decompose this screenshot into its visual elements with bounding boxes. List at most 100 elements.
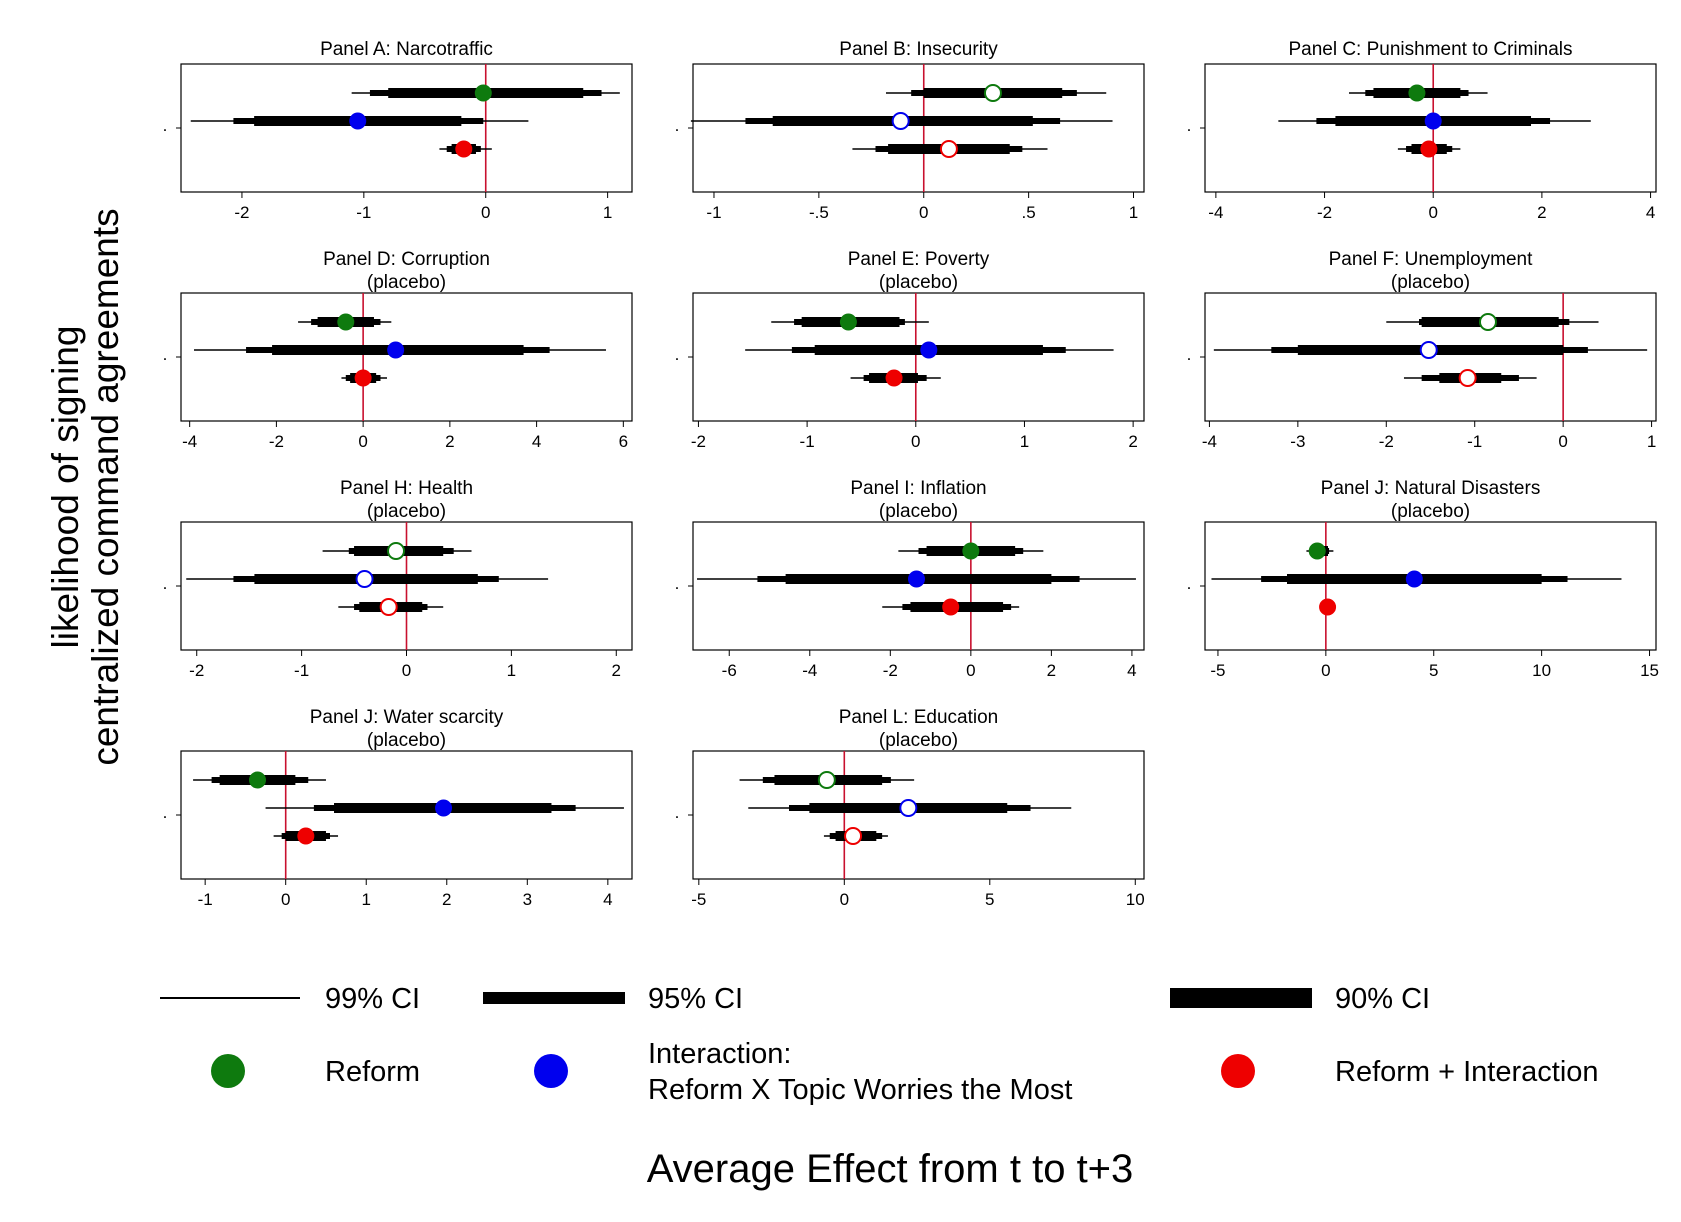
point-reform-plus [455, 140, 473, 158]
x-tick-label: 2 [612, 661, 621, 680]
panel-9: Panel J: Natural Disasters(placebo). -5 0 5… [1187, 478, 1659, 680]
panel-title: Panel J: Natural Disasters [1321, 478, 1541, 499]
y-axis-label-line2: centralized command agreements [85, 208, 126, 765]
point-reform-plus [942, 598, 960, 616]
x-tick-label: -1 [1467, 432, 1482, 451]
x-tick-label: 0 [1321, 661, 1330, 680]
panel-11: Panel L: Education(placebo). -5 0 5 10 [675, 707, 1145, 909]
legend-ci95-bar [483, 992, 625, 1004]
panel-title: Panel J: Water scarcity [310, 707, 504, 728]
point-interaction [891, 112, 910, 130]
panel-title: Panel C: Punishment to Criminals [1288, 39, 1572, 60]
x-tick-label: 10 [1532, 661, 1551, 680]
point-reform [1308, 542, 1326, 560]
x-tick-label: 10 [1126, 890, 1145, 909]
panel-title: Panel A: Narcotraffic [320, 39, 493, 60]
legend: 99% CI 95% CI 90% CI Reform Interaction:… [160, 983, 1599, 1106]
x-tick-label: 0 [840, 890, 849, 909]
x-tick-label: -4 [1208, 203, 1223, 222]
point-interaction [355, 570, 374, 588]
x-tick-label: 1 [361, 890, 370, 909]
y-tick-label: . [675, 345, 680, 364]
legend-interaction-label-line1: Interaction: [648, 1038, 791, 1070]
x-tick-label: 1 [507, 661, 516, 680]
point-interaction [1424, 112, 1442, 130]
panel-title: Panel F: Unemployment [1329, 249, 1534, 270]
x-tick-label: 0 [481, 203, 490, 222]
panels-grid: Panel A: Narcotraffic. -2 -1 0 1 Panel B: Ins… [163, 39, 1659, 909]
x-tick-label: 0 [911, 432, 920, 451]
point-reform [387, 542, 406, 560]
point-reform [1408, 84, 1426, 102]
panel-subtitle: (placebo) [367, 272, 446, 293]
x-tick-label: -2 [1317, 203, 1332, 222]
x-tick-label: -1 [294, 661, 309, 680]
panel-5: Panel E: Poverty(placebo). -2 -1 0 1 2 [675, 249, 1145, 451]
panel-title: Panel H: Health [340, 478, 473, 499]
y-tick-label: . [163, 116, 168, 135]
panel-8: Panel I: Inflation(placebo). -6 -4 -2 0 2 4 [675, 478, 1145, 680]
x-tick-label: 2 [1047, 661, 1056, 680]
point-interaction [387, 341, 405, 359]
y-tick-label: . [675, 116, 680, 135]
x-axis-label: Average Effect from t to t+3 [647, 1147, 1134, 1191]
point-reform-plus [844, 827, 863, 845]
panel-7: Panel H: Health(placebo). -2 -1 0 1 2 [163, 478, 633, 680]
panel-subtitle: (placebo) [367, 730, 446, 751]
y-tick-label: . [675, 574, 680, 593]
y-tick-label: . [675, 803, 680, 822]
point-interaction [899, 799, 918, 817]
x-tick-label: -5 [691, 890, 706, 909]
panel-2: Panel B: Insecurity. -1 -.5 0 .5 1 [675, 39, 1145, 222]
legend-ci95-label: 95% CI [648, 983, 743, 1015]
y-tick-label: . [1187, 345, 1192, 364]
panel-subtitle: (placebo) [879, 730, 958, 751]
point-reform [983, 84, 1002, 102]
point-interaction [1419, 341, 1438, 359]
point-reform-plus [1458, 369, 1477, 387]
y-tick-label: . [163, 345, 168, 364]
x-tick-label: 1 [603, 203, 612, 222]
x-tick-label: 0 [1428, 203, 1437, 222]
x-tick-label: -2 [1379, 432, 1394, 451]
panel-subtitle: (placebo) [1391, 501, 1470, 522]
x-tick-label: 4 [603, 890, 612, 909]
x-tick-label: -2 [269, 432, 284, 451]
x-tick-label: 0 [1558, 432, 1567, 451]
x-tick-label: 0 [358, 432, 367, 451]
point-reform [817, 771, 836, 789]
y-tick-label: . [163, 574, 168, 593]
point-reform [1478, 313, 1497, 331]
x-tick-label: -5 [1210, 661, 1225, 680]
panel-subtitle: (placebo) [879, 272, 958, 293]
x-tick-label: 5 [985, 890, 994, 909]
panel-frame [692, 63, 1145, 193]
panel-subtitle: (placebo) [879, 501, 958, 522]
x-tick-label: -1 [198, 890, 213, 909]
x-tick-label: 1 [1129, 203, 1138, 222]
x-tick-label: -.5 [809, 203, 829, 222]
point-reform [839, 313, 857, 331]
legend-interaction-label-line2: Reform X Topic Worries the Most [648, 1074, 1072, 1106]
x-tick-label: 4 [532, 432, 541, 451]
panel-6: Panel F: Unemployment(placebo). -4 -3 -2 -1 0… [1187, 249, 1657, 451]
panel-title: Panel B: Insecurity [839, 39, 998, 60]
point-reform [249, 771, 267, 789]
panel-1: Panel A: Narcotraffic. -2 -1 0 1 [163, 39, 633, 222]
x-tick-label: -4 [1202, 432, 1217, 451]
x-tick-label: 2 [1537, 203, 1546, 222]
legend-ci99-label: 99% CI [325, 983, 420, 1015]
x-tick-label: 6 [619, 432, 628, 451]
x-tick-label: -2 [189, 661, 204, 680]
point-reform-plus [379, 598, 398, 616]
panel-title: Panel I: Inflation [850, 478, 986, 499]
panel-frame [692, 292, 1145, 422]
x-tick-label: .5 [1022, 203, 1036, 222]
panel-frame [692, 750, 1145, 880]
legend-reform-marker [211, 1054, 245, 1088]
point-interaction [1405, 570, 1423, 588]
x-tick-label: 2 [442, 890, 451, 909]
legend-interaction-marker [534, 1054, 568, 1088]
point-reform [474, 84, 492, 102]
x-tick-label: -2 [234, 203, 249, 222]
